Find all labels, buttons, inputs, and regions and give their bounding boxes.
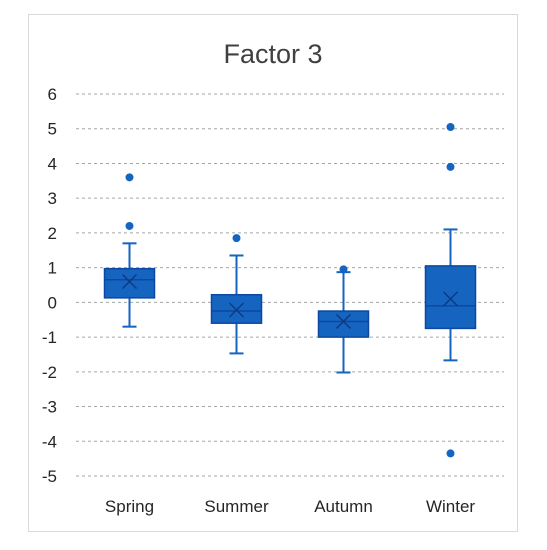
y-tick-label: 0 [48,293,57,312]
y-tick-label: 6 [48,85,57,104]
x-axis-category-labels: Spring Summer Autumn Winter [105,497,475,516]
y-tick-label: -5 [42,467,57,486]
y-tick-label: -1 [42,328,57,347]
y-tick-label: 3 [48,189,57,208]
y-tick-label: 1 [48,259,57,278]
box-autumn [317,265,370,374]
x-category-label: Autumn [314,497,373,516]
y-tick-label: 5 [48,120,57,139]
mean-marker [442,291,459,307]
chart-title: Factor 3 [223,39,322,69]
mean-marker [228,302,245,318]
outlier-point [339,265,348,274]
box-iqr [103,267,156,299]
outlier-point [125,173,134,182]
outlier-point [232,234,241,243]
outlier-point [446,162,455,171]
mean-marker [121,273,138,290]
mean-marker [335,313,352,329]
y-tick-label: -3 [42,398,57,417]
x-category-label: Summer [204,497,269,516]
box-iqr [424,265,477,330]
y-tick-label: 4 [48,154,57,173]
box-iqr [317,310,370,338]
x-category-label: Spring [105,497,154,516]
y-axis-tick-labels: 6 5 4 3 2 1 0 -1 -2 -3 -4 -5 [42,85,57,486]
outlier-point [446,449,455,458]
box-summer [210,234,263,355]
outlier-point [125,221,134,230]
y-tick-label: 2 [48,224,57,243]
outlier-point [446,122,455,131]
x-category-label: Winter [426,497,475,516]
box-spring [103,173,156,328]
box-winter [424,122,477,458]
y-tick-label: -2 [42,363,57,382]
box-series [103,122,477,458]
y-tick-label: -4 [42,432,57,451]
